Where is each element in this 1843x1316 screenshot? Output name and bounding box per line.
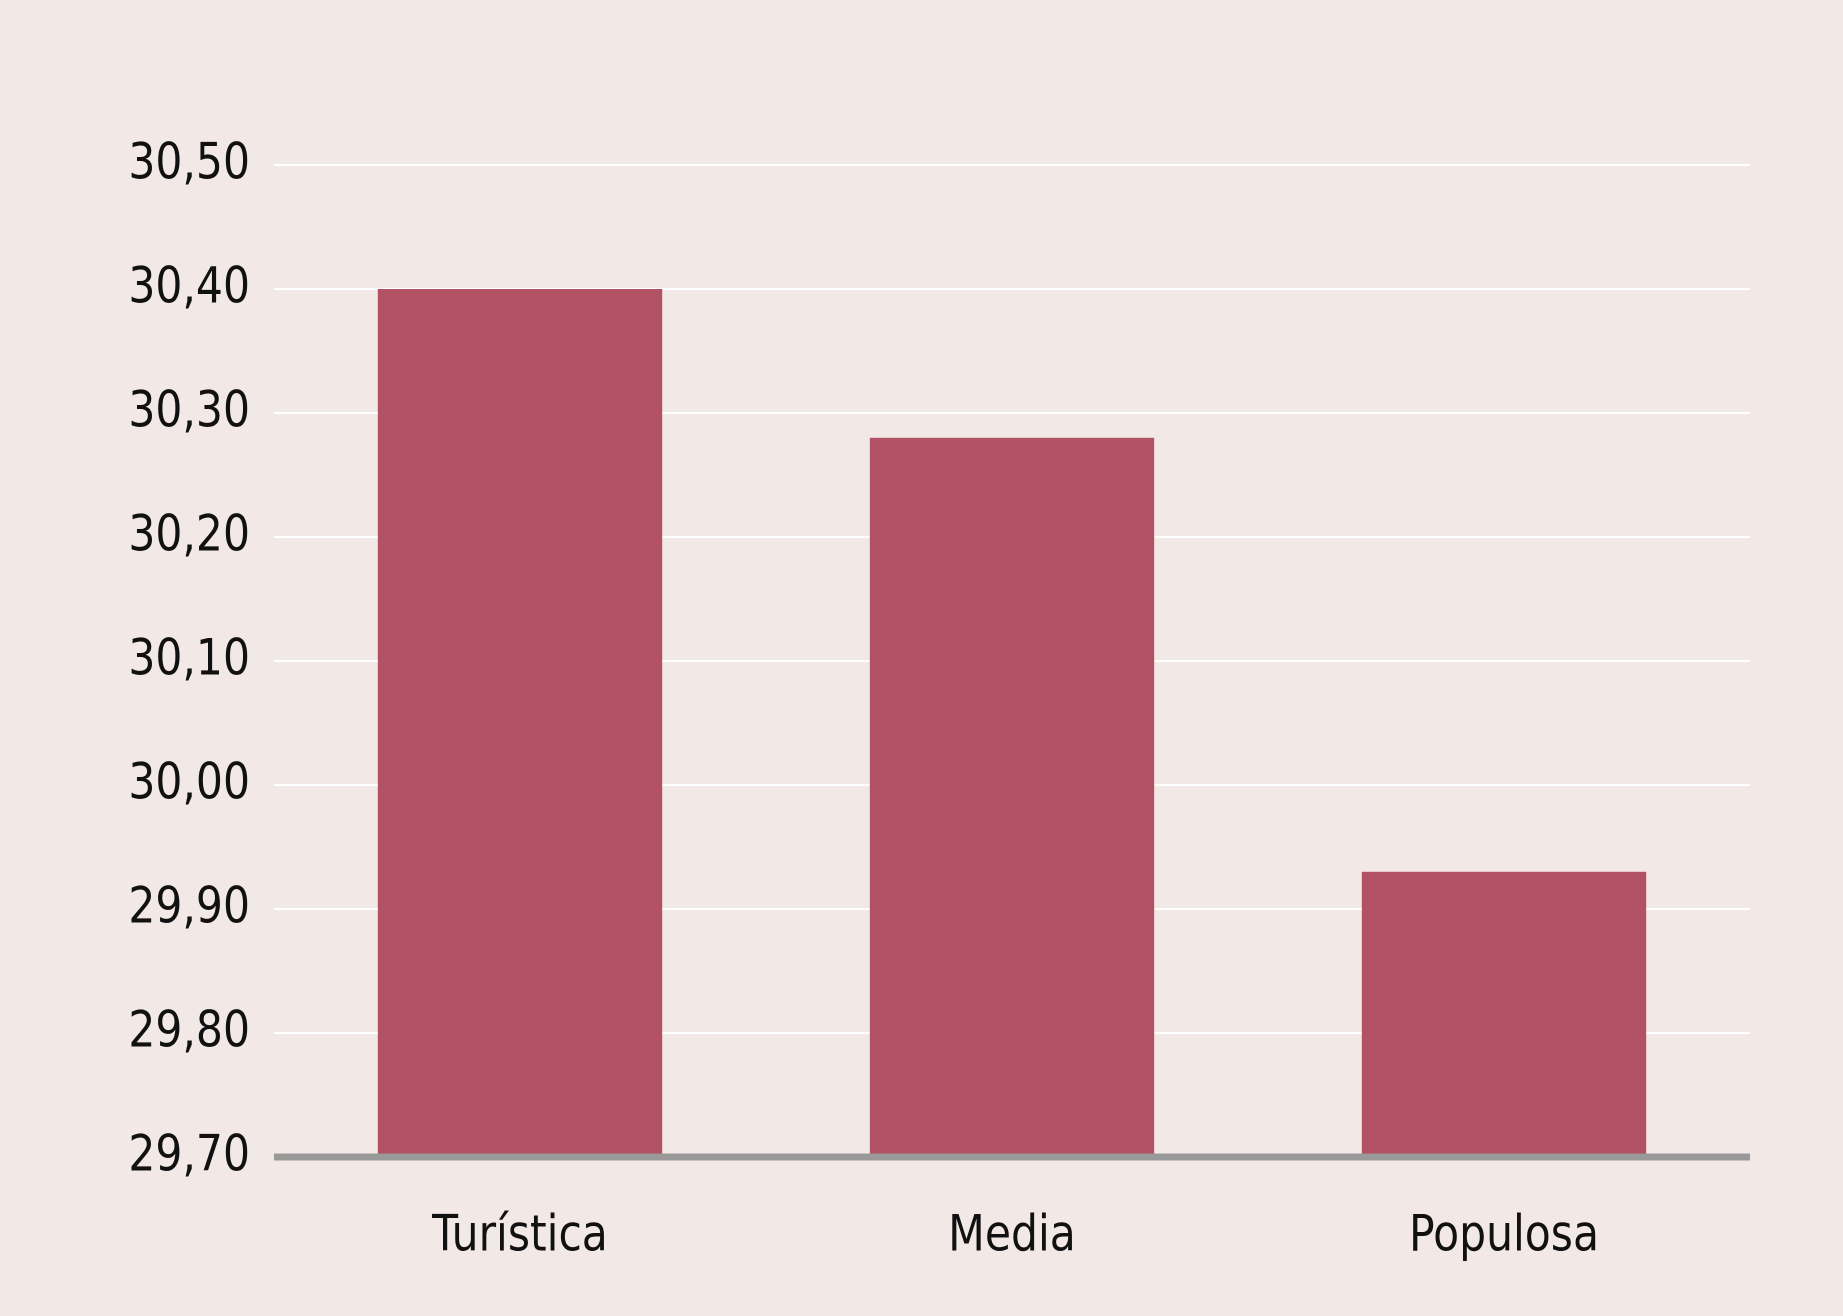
x-tick-label: Populosa: [1409, 1204, 1599, 1262]
bar: [1361, 871, 1647, 1154]
y-tick-label: 30,30: [128, 380, 250, 438]
y-tick-label: 29,90: [128, 876, 250, 934]
y-tick-label: 30,00: [128, 752, 250, 810]
y-tick-label: 30,40: [128, 256, 250, 314]
y-tick-label: 30,10: [128, 628, 250, 686]
bar: [377, 289, 663, 1154]
y-tick-label: 29,70: [128, 1124, 250, 1182]
bar: [869, 437, 1155, 1154]
y-tick-label: 29,80: [128, 1000, 250, 1058]
x-tick-label: Turística: [431, 1204, 608, 1262]
y-tick-label: 30,20: [128, 504, 250, 562]
x-tick-label: Media: [948, 1204, 1076, 1262]
y-tick-label: 30,50: [128, 132, 250, 190]
